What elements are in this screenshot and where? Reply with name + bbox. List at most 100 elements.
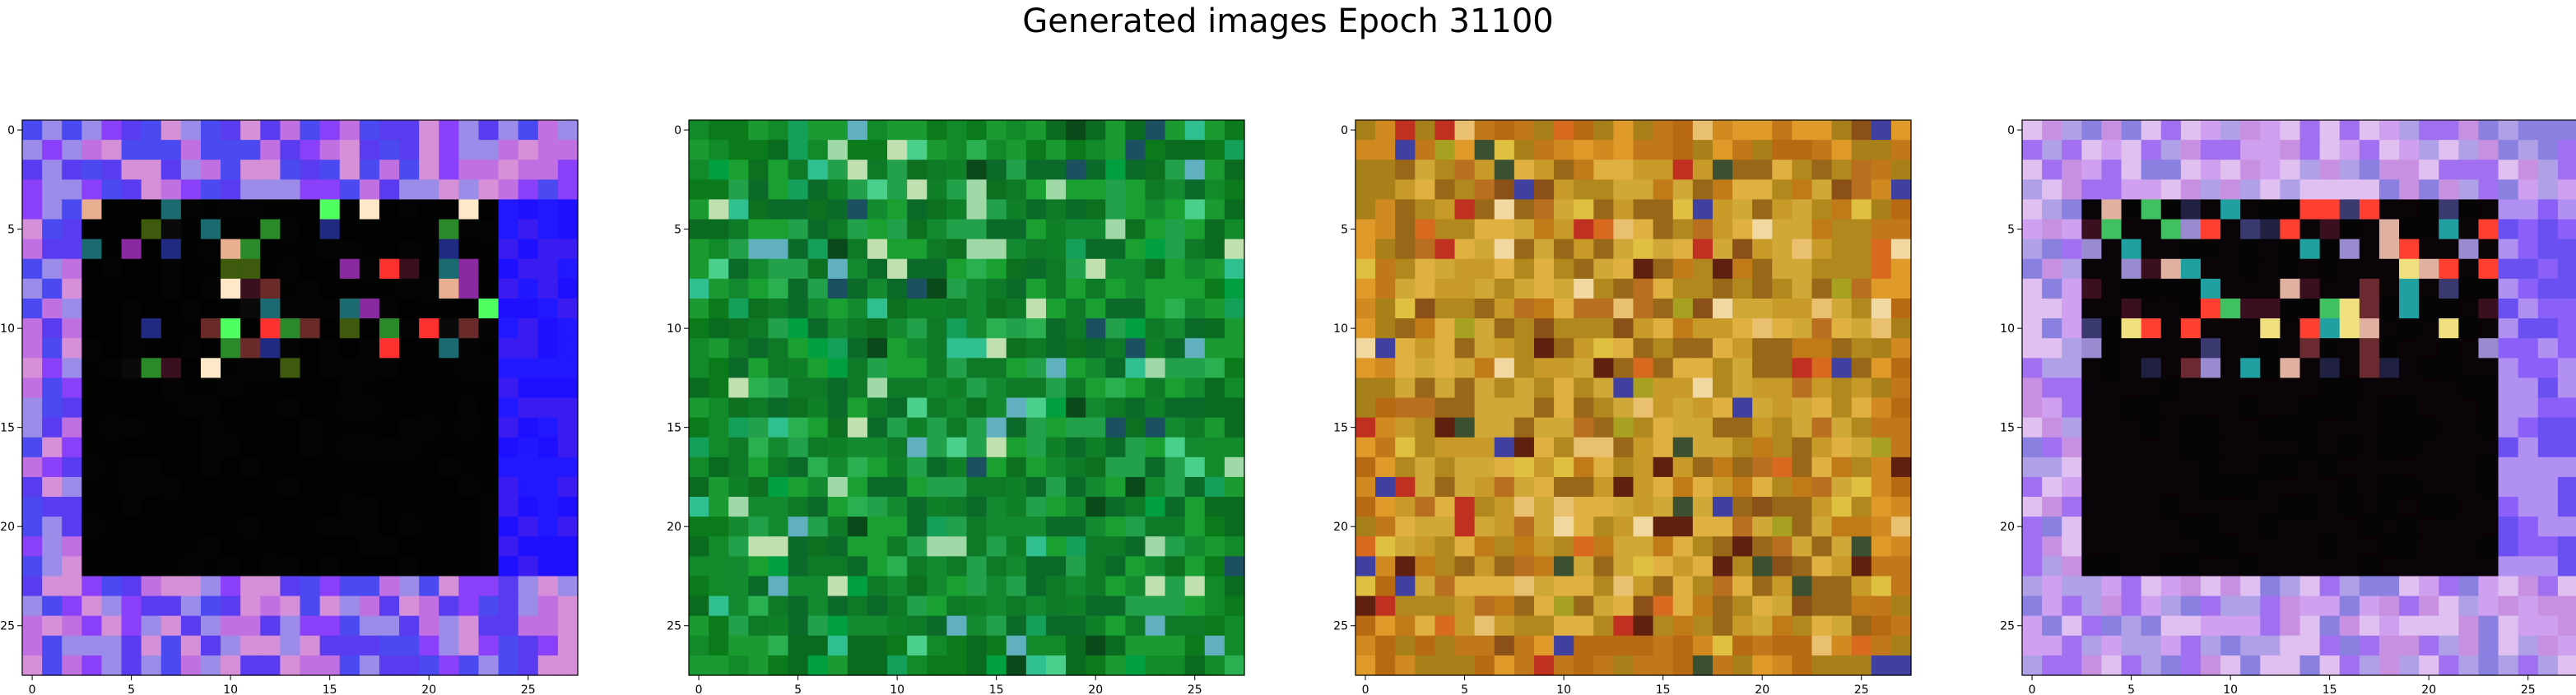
pixel-cell xyxy=(1145,417,1166,438)
pixel-cell xyxy=(121,397,142,419)
pixel-cell xyxy=(2160,615,2182,637)
pixel-cell xyxy=(867,179,888,201)
pixel-cell xyxy=(1574,338,1594,359)
pixel-cell xyxy=(986,556,1007,577)
pixel-cell xyxy=(2280,179,2301,201)
pixel-cell xyxy=(788,199,809,220)
pixel-cell xyxy=(847,576,868,597)
pixel-cell xyxy=(2260,258,2281,280)
pixel-cell xyxy=(2339,318,2360,339)
pixel-cell xyxy=(2160,278,2182,299)
pixel-cell xyxy=(827,338,849,359)
pixel-cell xyxy=(1105,358,1126,378)
pixel-cell xyxy=(768,476,789,498)
pixel-cell xyxy=(518,338,539,359)
pixel-cell xyxy=(1355,120,1376,141)
pixel-cell xyxy=(339,258,360,280)
pixel-cell xyxy=(1672,417,1694,438)
pixel-cell xyxy=(1395,258,1416,280)
pixel-cell xyxy=(42,615,63,637)
pixel-cell xyxy=(1494,615,1515,637)
pixel-cell xyxy=(478,298,500,319)
pixel-cell xyxy=(2160,298,2182,319)
pixel-cell xyxy=(2280,576,2301,597)
pixel-cell xyxy=(728,576,749,597)
pixel-cell xyxy=(62,378,82,399)
pixel-cell xyxy=(1653,120,1674,141)
pixel-cell xyxy=(1792,576,1813,597)
pixel-cell xyxy=(1474,497,1495,517)
pixel-cell xyxy=(359,517,380,537)
pixel-cell xyxy=(2200,556,2221,577)
pixel-cell xyxy=(1184,140,1206,160)
pixel-cell xyxy=(1474,635,1495,656)
pixel-cell xyxy=(1672,219,1694,240)
pixel-cell xyxy=(1653,318,1674,339)
pixel-cell xyxy=(1514,120,1535,141)
pixel-cell xyxy=(240,437,261,458)
pixel-cell xyxy=(22,378,43,399)
pixel-cell xyxy=(887,497,908,517)
pixel-cell xyxy=(2220,318,2241,339)
pixel-cell xyxy=(1851,615,1872,637)
pixel-cell xyxy=(887,536,908,557)
pixel-cell xyxy=(986,199,1007,220)
pixel-cell xyxy=(399,655,420,676)
pixel-cell xyxy=(1204,378,1225,399)
pixel-cell xyxy=(339,595,360,617)
pixel-cell xyxy=(121,635,142,656)
pixel-cell xyxy=(1593,437,1614,458)
pixel-grid xyxy=(689,120,1245,676)
pixel-cell xyxy=(2439,278,2459,299)
pixel-cell xyxy=(1890,358,1912,378)
pixel-cell xyxy=(1613,497,1634,517)
pixel-cell xyxy=(807,655,829,676)
pixel-cell xyxy=(518,456,539,478)
pixel-cell xyxy=(2299,318,2321,339)
pixel-cell xyxy=(141,635,162,656)
pixel-cell xyxy=(121,476,142,498)
pixel-cell xyxy=(2458,556,2480,577)
pixel-cell xyxy=(81,258,103,280)
pixel-cell xyxy=(1355,556,1376,577)
pixel-cell xyxy=(2180,556,2202,577)
pixel-cell xyxy=(1165,536,1186,557)
pixel-cell xyxy=(160,199,182,220)
pixel-cell xyxy=(300,655,321,676)
pixel-cell xyxy=(1395,338,1416,359)
pixel-cell xyxy=(22,298,43,319)
pixel-cell xyxy=(280,635,301,656)
pixel-cell xyxy=(1792,497,1813,517)
pixel-cell xyxy=(1871,338,1892,359)
pixel-cell xyxy=(2081,338,2103,359)
pixel-cell xyxy=(300,497,321,517)
pixel-cell xyxy=(1025,219,1047,240)
pixel-cell xyxy=(2319,635,2341,656)
pixel-cell xyxy=(180,655,202,676)
pixel-cell xyxy=(1613,120,1634,141)
pixel-cell xyxy=(1593,476,1614,498)
pixel-cell xyxy=(966,318,988,339)
pixel-cell xyxy=(1006,338,1027,359)
pixel-cell xyxy=(399,417,420,438)
pixel-cell xyxy=(709,456,729,478)
pixel-cell xyxy=(498,258,519,280)
pixel-cell xyxy=(867,239,888,260)
pixel-cell xyxy=(946,497,968,517)
pixel-cell xyxy=(907,120,928,141)
pixel-cell xyxy=(768,536,789,557)
pixel-cell xyxy=(498,397,519,419)
pixel-cell xyxy=(887,595,908,617)
pixel-cell xyxy=(1811,595,1833,617)
pixel-cell xyxy=(986,378,1007,399)
pixel-cell xyxy=(1851,160,1872,180)
pixel-cell xyxy=(986,298,1007,319)
pixel-cell xyxy=(2240,456,2261,478)
pixel-cell xyxy=(1633,239,1654,260)
pixel-cell xyxy=(1692,338,1713,359)
pixel-cell xyxy=(689,476,709,498)
pixel-cell xyxy=(1025,338,1047,359)
pixel-cell xyxy=(1184,239,1206,260)
pixel-cell xyxy=(2180,378,2202,399)
pixel-cell xyxy=(966,338,988,359)
